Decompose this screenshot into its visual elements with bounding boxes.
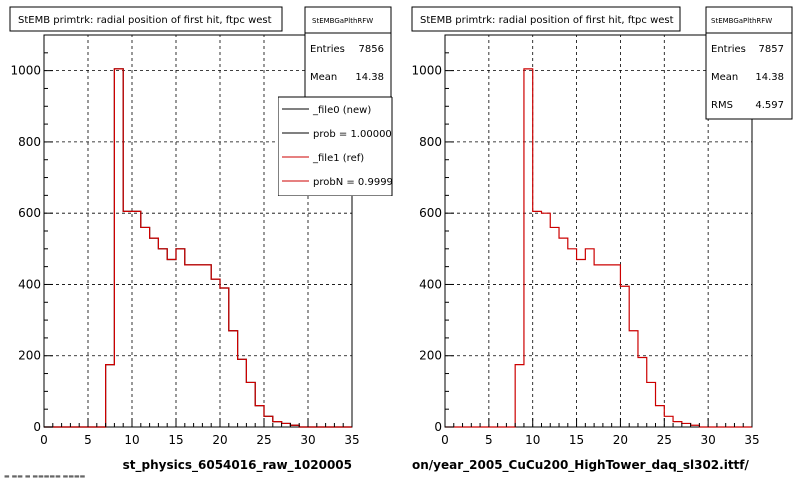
x-tick-label: 10 <box>525 433 540 447</box>
y-tick-label: 400 <box>419 277 442 291</box>
left-stats-entries-value: 7856 <box>359 44 384 55</box>
x-tick-label: 15 <box>168 433 183 447</box>
x-tick-label: 20 <box>613 433 628 447</box>
y-tick-label: 400 <box>18 277 41 291</box>
left-title-box <box>9 6 283 32</box>
right-x-axis: 0 5 10 15 20 25 30 35 <box>441 418 760 447</box>
left-stats-name: StEMBGaPlthRFW <box>312 17 373 25</box>
histogram-series-1 <box>44 68 352 428</box>
left-title: StEMB primtrk: radial position of first … <box>18 15 272 26</box>
x-tick-label: 0 <box>40 433 48 447</box>
right-stats-rms-label: RMS <box>711 100 733 111</box>
x-tick-label: 0 <box>441 433 449 447</box>
y-tick-label: 1000 <box>10 64 41 78</box>
right-stats-mean-value: 14.38 <box>755 72 784 83</box>
y-tick-label: 800 <box>18 135 41 149</box>
left-y-axis: 0 200 400 600 800 1000 <box>10 34 53 434</box>
y-tick-label: 0 <box>33 420 41 434</box>
x-tick-label: 10 <box>124 433 139 447</box>
legend-label-0: _file0 (new) <box>312 105 371 116</box>
x-tick-label: 5 <box>485 433 493 447</box>
x-tick-label: 5 <box>84 433 92 447</box>
x-tick-label: 35 <box>344 433 359 447</box>
left-panel: StEMB primtrk: radial position of first … <box>9 6 406 473</box>
y-tick-label: 200 <box>18 349 41 363</box>
right-stats-entries-label: Entries <box>711 44 746 55</box>
x-tick-label: 15 <box>569 433 584 447</box>
right-stats-box <box>705 6 793 120</box>
right-stats-name: StEMBGaPlthRFW <box>711 17 772 25</box>
right-stats-mean-label: Mean <box>711 72 738 83</box>
legend-label-1: prob = 1.000000 <box>313 129 398 140</box>
left-stats-mean-label: Mean <box>310 72 337 83</box>
right-y-axis: 0 200 400 600 800 1000 <box>411 34 454 434</box>
right-stats-entries-value: 7857 <box>759 44 784 55</box>
right-panel: StEMB primtrk: radial position of first … <box>411 6 793 473</box>
histogram-series-0 <box>445 68 752 428</box>
y-tick-label: 1000 <box>411 64 442 78</box>
left-x-axis: 0 5 10 15 20 25 30 35 <box>40 418 360 447</box>
legend-box <box>278 96 392 196</box>
y-tick-label: 600 <box>18 206 41 220</box>
y-tick-label: 0 <box>434 420 442 434</box>
legend-label-2: _file1 (ref) <box>312 153 364 164</box>
left-stats-entries-label: Entries <box>310 44 345 55</box>
right-title: StEMB primtrk: radial position of first … <box>420 15 674 26</box>
x-tick-label: 25 <box>657 433 672 447</box>
footer-text: ▬ ▬▬ ▬ ▬▬▬▬▬ ▬▬▬▬ <box>4 473 86 480</box>
right-x-label: on/year_2005_CuCu200_HighTower_daq_sl302… <box>412 458 750 473</box>
left-x-label: st_physics_6054016_raw_1020005 <box>123 458 352 473</box>
y-tick-label: 800 <box>419 135 442 149</box>
legend-label-3: probN = 0.999987 <box>313 177 406 188</box>
right-title-box <box>411 6 681 32</box>
x-tick-label: 25 <box>256 433 271 447</box>
left-stats-mean-value: 14.38 <box>355 72 384 83</box>
right-plot-frame <box>444 34 753 428</box>
x-tick-label: 20 <box>212 433 227 447</box>
left-histogram <box>44 68 352 428</box>
right-histogram <box>445 68 752 428</box>
x-tick-label: 30 <box>300 433 315 447</box>
left-stats-box <box>304 6 392 98</box>
right-stats-rms-value: 4.597 <box>755 100 784 111</box>
x-tick-label: 30 <box>701 433 716 447</box>
x-tick-label: 35 <box>744 433 759 447</box>
y-tick-label: 600 <box>419 206 442 220</box>
legend: _file0 (new) prob = 1.000000 _file1 (ref… <box>278 96 406 196</box>
y-tick-label: 200 <box>419 349 442 363</box>
